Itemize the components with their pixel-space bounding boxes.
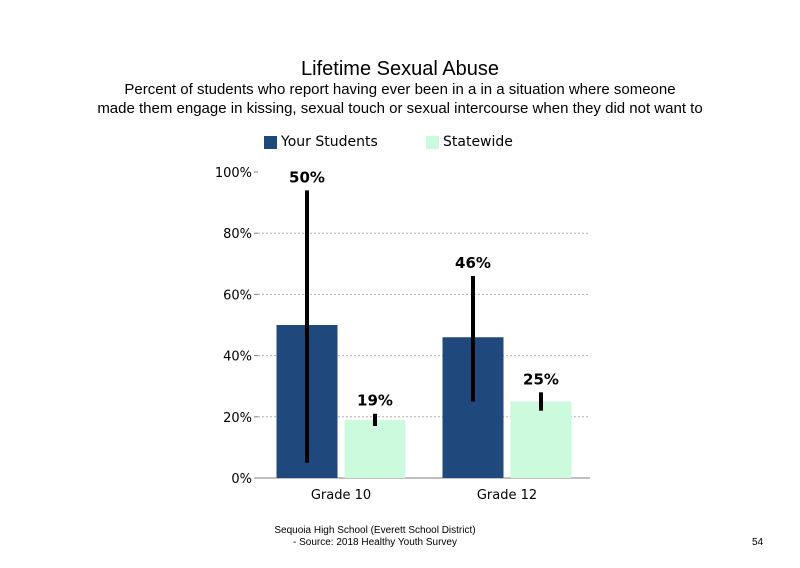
legend-label-your-students: Your Students (281, 134, 378, 150)
footer-survey: - Source: 2018 Healthy Youth Survey (293, 537, 457, 548)
chart-subtitle: Percent of students who report having ev… (0, 80, 800, 118)
page-number: 54 (752, 537, 764, 548)
data-label: 19% (357, 392, 393, 410)
bar (344, 419, 406, 478)
y-tick-label: 60% (223, 288, 252, 303)
y-tick-label: 20% (223, 411, 252, 426)
y-tick-label: 0% (231, 472, 252, 487)
data-label: 25% (523, 370, 559, 388)
y-tick-label: 80% (223, 227, 252, 242)
subtitle-line-1: Percent of students who report having ev… (124, 81, 676, 98)
legend-swatch-statewide (426, 135, 439, 149)
y-tick-label: 40% (223, 350, 252, 365)
legend-label-statewide: Statewide (443, 134, 513, 150)
y-tick-label: 100% (215, 166, 252, 181)
legend-item-statewide: Statewide (426, 133, 513, 151)
x-category-label: Grade 10 (311, 488, 371, 503)
subtitle-line-2: made them engage in kissing, sexual touc… (97, 100, 703, 117)
legend-swatch-your-students (264, 135, 277, 149)
chart-title: Lifetime Sexual Abuse (301, 58, 499, 80)
legend-item-your-students: Your Students (264, 133, 378, 151)
data-label: 46% (455, 254, 491, 272)
data-label: 50% (289, 168, 325, 186)
x-category-label: Grade 12 (477, 488, 537, 503)
footer-school: Sequoia High School (Everett School Dist… (274, 525, 476, 536)
footer-source: Sequoia High School (Everett School Dist… (230, 525, 520, 549)
bar (510, 401, 572, 478)
